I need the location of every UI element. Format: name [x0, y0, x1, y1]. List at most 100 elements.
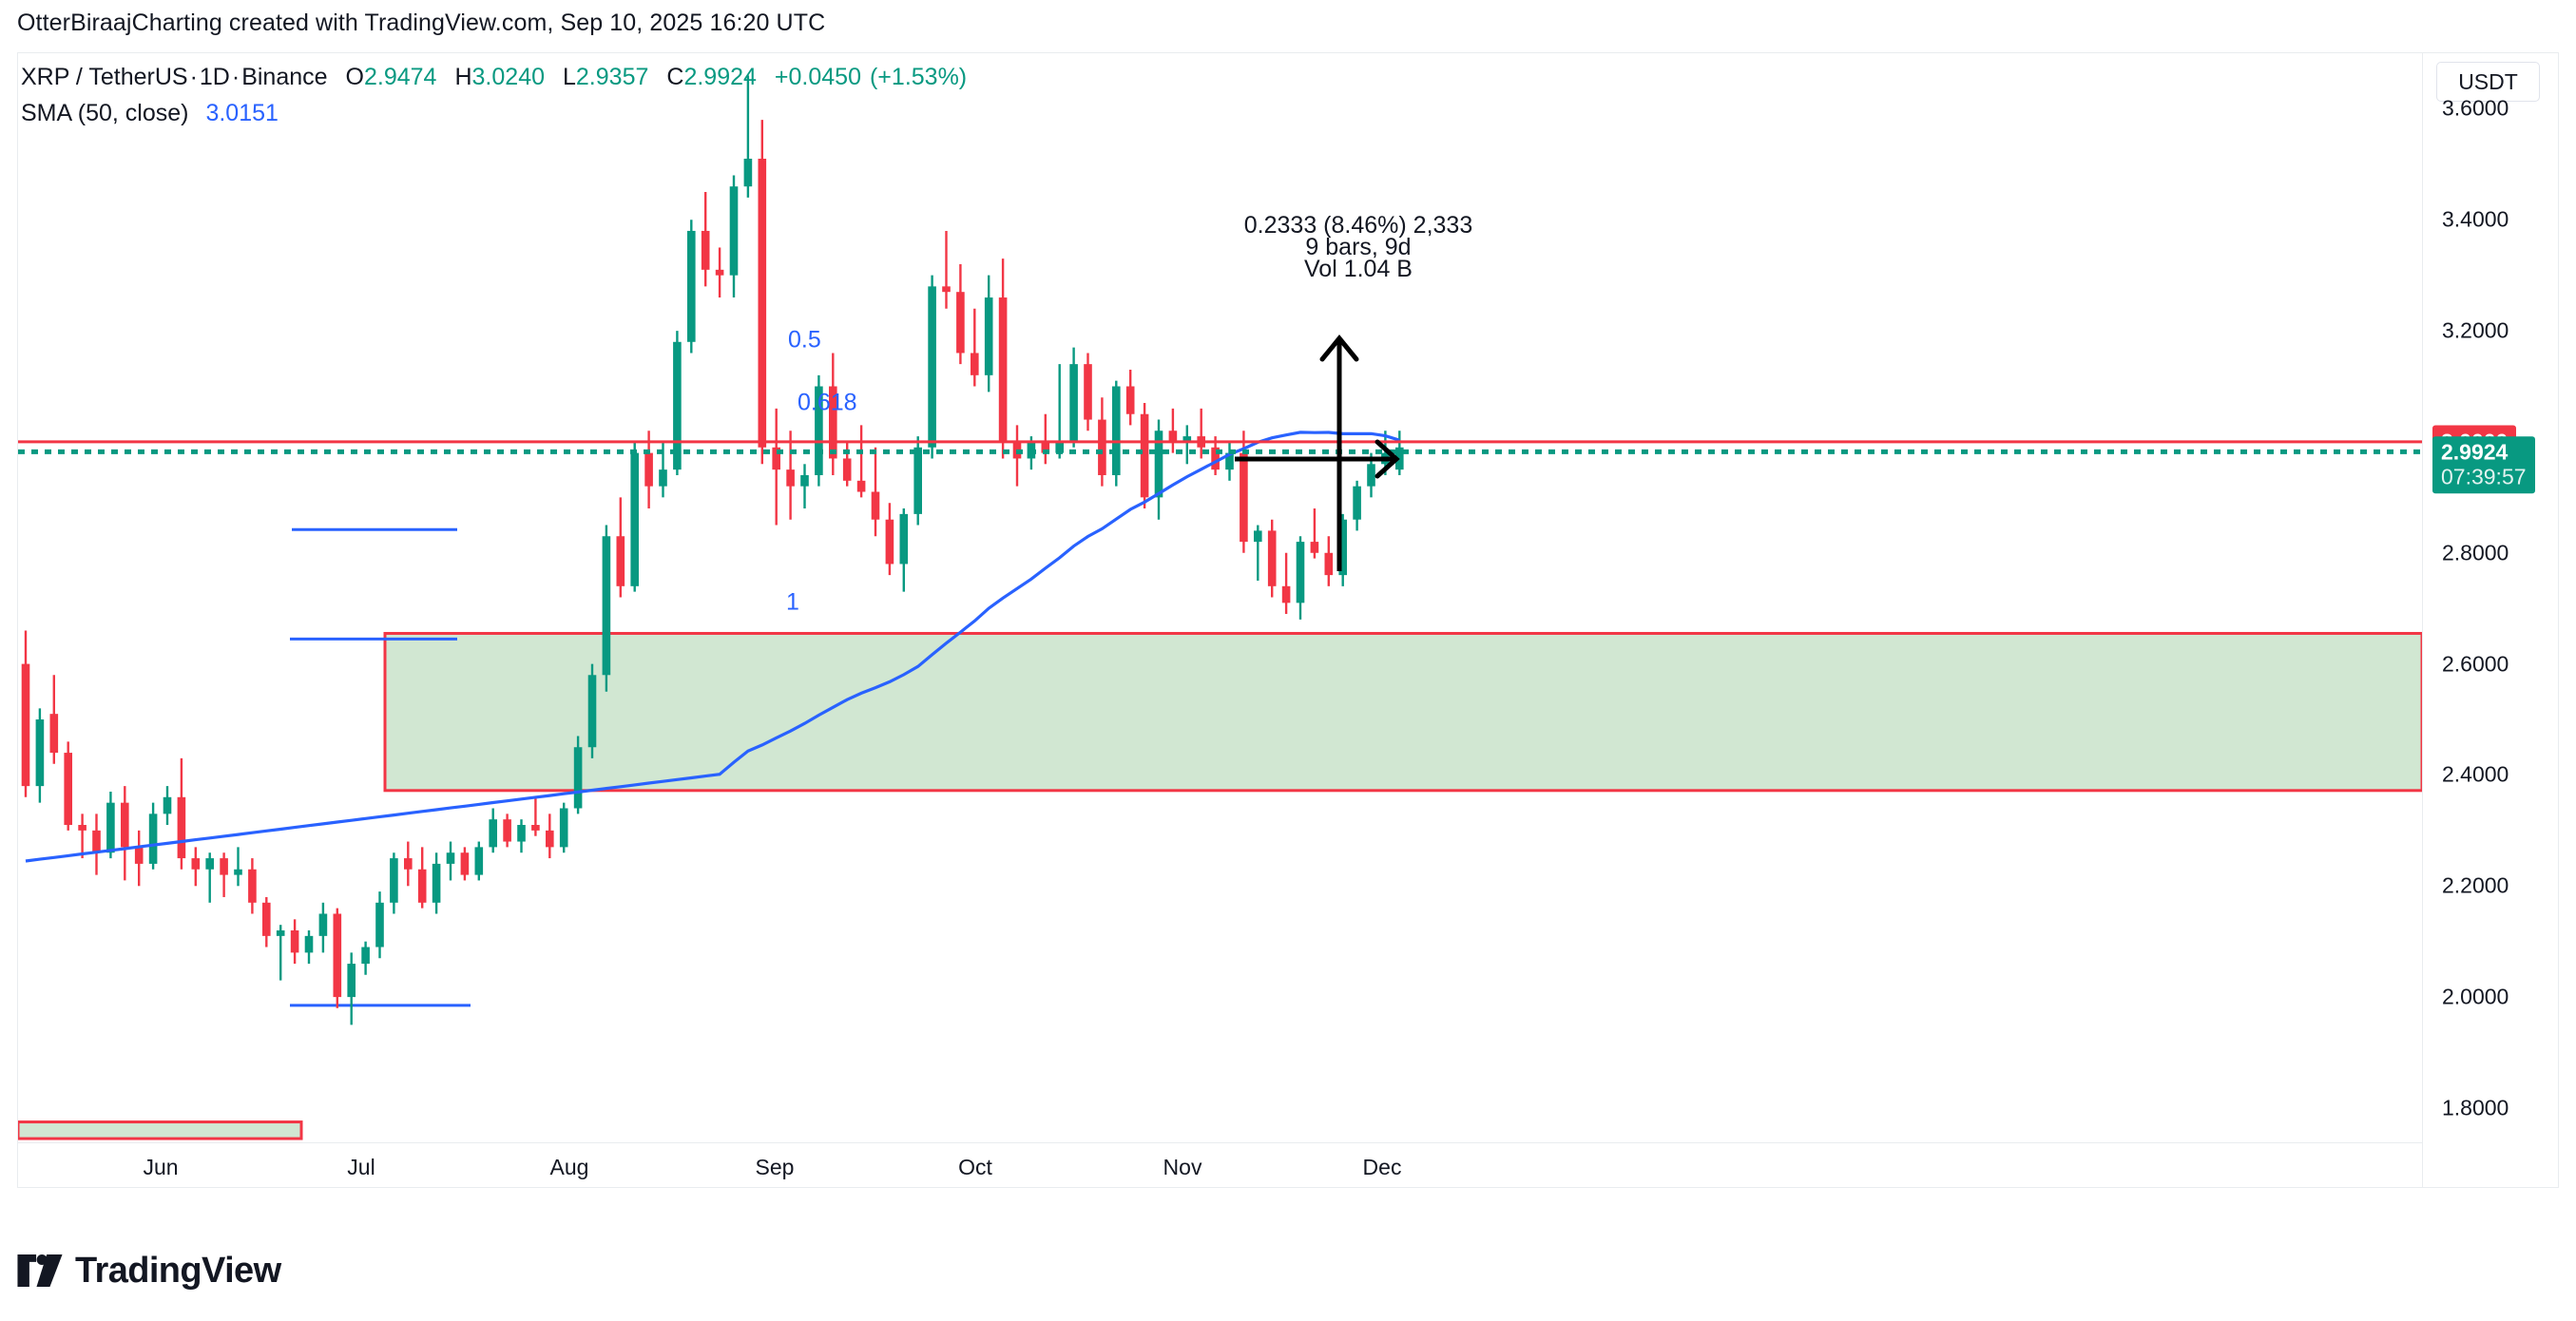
candle-body: [276, 930, 285, 936]
candle-body: [460, 852, 470, 875]
candle-body: [177, 796, 186, 859]
candle-body: [361, 947, 370, 965]
price-tick-label: 2.4000: [2442, 761, 2509, 787]
candle-body: [220, 858, 228, 875]
candle-body: [998, 297, 1008, 442]
candle-body: [913, 447, 922, 514]
time-tick-label: Jul: [347, 1155, 375, 1179]
candle-body: [659, 469, 667, 487]
candle-body: [517, 825, 526, 842]
candle-body: [1041, 441, 1050, 453]
candle-body: [1353, 486, 1361, 520]
candle-body: [489, 819, 497, 848]
candle-body: [1098, 419, 1106, 475]
measure-up-arrowhead: [1319, 335, 1359, 362]
candle-body: [1069, 364, 1078, 442]
candle-body: [899, 513, 909, 565]
candle-body: [786, 469, 795, 487]
candle-body: [1154, 431, 1163, 498]
candle-body: [248, 869, 257, 903]
price-tick-label: 3.4000: [2442, 206, 2509, 232]
attribution-text: OtterBiraajCharting created with Trading…: [17, 10, 826, 36]
candle-body: [1367, 464, 1375, 487]
price-tick-label: 3.6000: [2442, 95, 2509, 121]
candle-body: [390, 858, 398, 903]
candle-body: [1112, 386, 1121, 475]
candle-body: [1125, 386, 1135, 414]
last-price-badge: 2.9924 07:39:57: [2432, 436, 2535, 494]
candle-body: [701, 230, 710, 270]
candle-series: [21, 75, 1404, 1025]
candle-body: [1084, 364, 1092, 420]
candle-body: [1296, 542, 1305, 603]
price-tick-label: 2.0000: [2442, 984, 2509, 1009]
candle-body: [64, 753, 72, 826]
candle-body: [1338, 519, 1347, 576]
candle-body: [375, 902, 384, 948]
price-tick-label: 2.2000: [2442, 872, 2509, 898]
candle-body: [92, 830, 101, 853]
candle-body: [673, 341, 682, 470]
fib-label-1: 1: [786, 588, 799, 616]
candle-body: [885, 519, 894, 565]
tradingview-footer-logo: TradingView: [17, 1253, 281, 1289]
fib-label-0-5: 0.5: [788, 326, 821, 354]
candle-body: [815, 386, 823, 475]
candle-body: [304, 935, 314, 953]
last-price-value: 2.9924: [2441, 439, 2509, 465]
candle-body: [715, 269, 724, 276]
tradingview-brand-text: TradingView: [75, 1251, 281, 1291]
sma-50-line: [25, 431, 1400, 863]
time-axis[interactable]: Jun Jul Aug Sep Oct Nov Dec: [18, 1142, 2422, 1188]
candle-body: [262, 902, 271, 936]
candle-body: [318, 913, 328, 936]
candle-body: [134, 847, 144, 864]
fibonacci-levels: [290, 527, 471, 1007]
candle-body: [333, 913, 342, 998]
price-tick-label: 3.2000: [2442, 317, 2509, 343]
candle-body: [616, 536, 625, 586]
currency-unit-chip[interactable]: USDT: [2436, 62, 2540, 102]
candle-body: [163, 796, 172, 814]
price-tick-label: 1.8000: [2442, 1095, 2509, 1120]
zone-rect: [383, 631, 2422, 793]
tradingview-logo-icon: [17, 1254, 63, 1287]
candle-body: [644, 452, 653, 487]
zone-rectangles: [18, 631, 2422, 1140]
candle-body: [559, 808, 568, 848]
price-tick-label: 2.8000: [2442, 540, 2509, 565]
candle-body: [49, 714, 59, 754]
zone-rect: [18, 1120, 303, 1140]
candle-body: [290, 930, 299, 953]
candle-body: [856, 480, 866, 492]
candle-body: [1281, 585, 1291, 603]
fib-label-0-618: 0.618: [798, 389, 857, 416]
candle-body: [630, 452, 639, 586]
time-tick-label: Dec: [1362, 1155, 1402, 1179]
candle-body: [772, 447, 780, 470]
candle-body: [121, 802, 129, 848]
measure-bars-days: 9 bars, 9d: [1305, 234, 1412, 260]
candle-body: [21, 663, 30, 787]
candle-body: [432, 863, 441, 903]
price-plot-area[interactable]: 0.5 0.618 1 0.2333 (8.46%) 2,333 9 bars,…: [18, 53, 2422, 1141]
candle-body: [758, 158, 767, 448]
measure-right-arrowhead: [1375, 439, 1400, 479]
candle-body: [78, 825, 87, 831]
candle-body: [743, 158, 753, 187]
candle-body: [446, 852, 455, 864]
candle-body: [687, 230, 696, 342]
candle-body: [1240, 452, 1248, 543]
measure-price-change: 0.2333 (8.46%) 2,333: [1243, 212, 1473, 239]
candle-body: [347, 964, 356, 998]
candle-body: [984, 297, 993, 375]
candle-body: [1055, 441, 1064, 453]
candle-body: [800, 474, 809, 487]
candle-body: [234, 869, 242, 875]
candle-body: [1254, 530, 1262, 543]
candle-body: [148, 814, 158, 864]
price-axis[interactable]: USDT 3.6000 3.4000 3.2000 2.8000 2.6000 2.400…: [2422, 53, 2558, 1187]
candle-body: [1395, 447, 1404, 470]
price-tick-label: 2.6000: [2442, 651, 2509, 677]
